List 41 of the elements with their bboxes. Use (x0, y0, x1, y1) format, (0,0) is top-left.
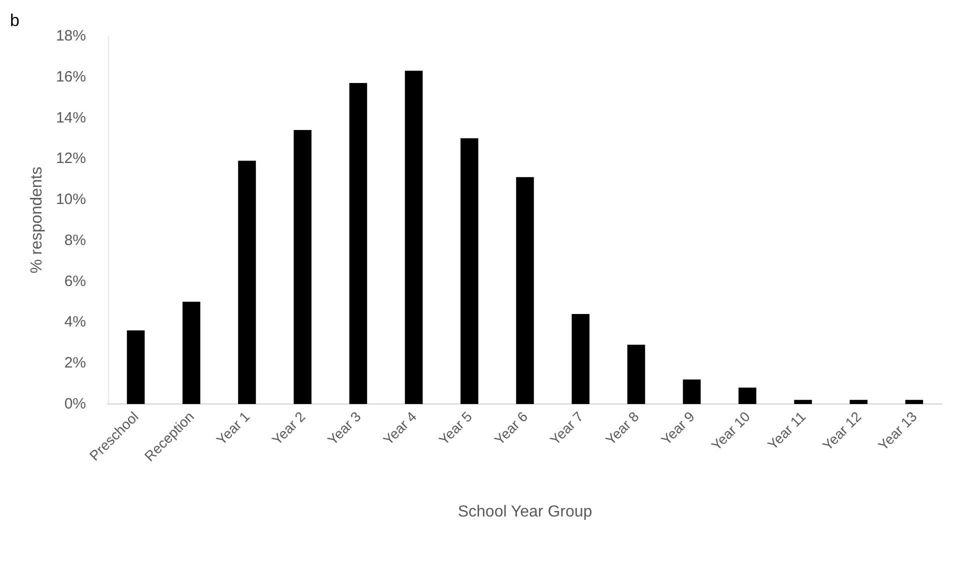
x-tick-label: Year 9 (658, 408, 698, 448)
bar (404, 70, 423, 404)
bar (850, 400, 868, 404)
x-tick-label: Year 7 (546, 408, 586, 448)
y-tick-label: 8% (64, 232, 86, 249)
y-tick-label: 14% (56, 109, 86, 126)
y-tick-label: 4% (64, 314, 86, 331)
y-tick-label: 12% (56, 150, 86, 168)
bar (738, 388, 756, 404)
x-tick-label: Year 12 (819, 408, 864, 454)
y-tick-label: 18% (56, 28, 86, 44)
x-tick-label: Year 6 (491, 408, 531, 448)
bar (516, 177, 534, 404)
bar (682, 379, 701, 404)
bar (126, 330, 145, 404)
bar (238, 160, 256, 404)
bar (905, 400, 924, 404)
bar (460, 138, 478, 404)
x-tick-label: Year 1 (213, 408, 253, 448)
y-axis-title: % respondents (28, 166, 46, 274)
bar (794, 400, 812, 404)
bar (182, 302, 200, 404)
x-tick-label: Year 4 (380, 408, 420, 448)
y-tick-label: 16% (56, 68, 86, 86)
bar (294, 130, 312, 404)
x-tick-label: Year 11 (764, 408, 809, 453)
y-tick-label: 10% (56, 191, 86, 208)
x-tick-label: Year 3 (324, 408, 364, 448)
y-tick-label: 2% (64, 354, 86, 372)
bar (572, 314, 590, 404)
bar (627, 344, 646, 404)
x-tick-label: Year 13 (874, 408, 920, 454)
x-tick-label: Year 10 (708, 408, 754, 454)
y-tick-label: 0% (64, 396, 86, 412)
bar (349, 83, 368, 404)
x-tick-label: Year 8 (602, 408, 642, 448)
x-axis-title: School Year Group (458, 504, 592, 520)
x-tick-label: Year 5 (436, 408, 476, 448)
text: b (10, 11, 20, 30)
y-tick-label: 6% (64, 272, 86, 290)
x-tick-label: Year 2 (268, 408, 308, 448)
